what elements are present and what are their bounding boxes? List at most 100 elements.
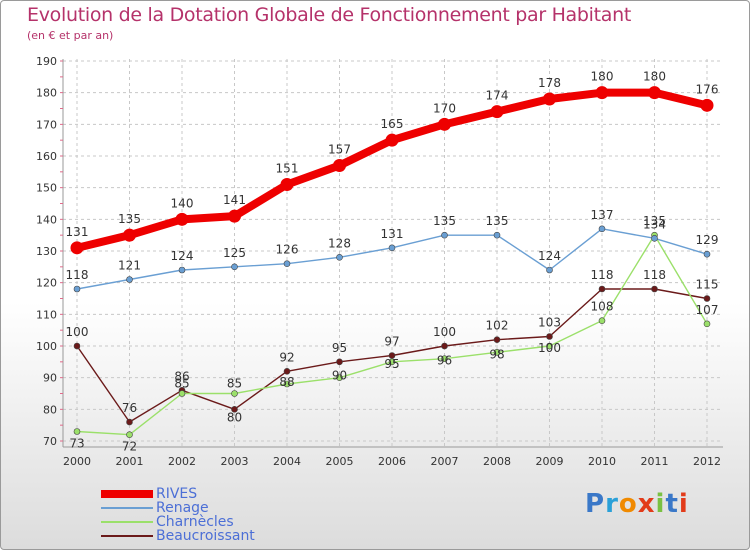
data-point	[546, 333, 553, 340]
data-point	[70, 241, 84, 255]
data-label: 135	[433, 214, 456, 228]
data-label: 100	[433, 325, 456, 339]
data-label: 151	[276, 162, 299, 176]
data-point	[336, 374, 343, 381]
x-tick-label: 2002	[168, 455, 196, 468]
y-tick-label: 160	[36, 150, 57, 163]
data-point	[651, 235, 658, 242]
data-label: 157	[328, 143, 351, 157]
data-label: 176	[696, 82, 719, 96]
x-tick-label: 2012	[693, 455, 721, 468]
data-point	[73, 285, 81, 293]
data-point	[546, 342, 553, 350]
chart-title: Evolution de la Dotation Globale de Fonc…	[27, 4, 632, 26]
data-point	[438, 117, 451, 131]
data-label: 126	[276, 243, 299, 257]
data-point	[543, 92, 556, 106]
logo-letter: i	[655, 489, 666, 519]
legend-swatch	[101, 535, 153, 537]
data-point	[493, 231, 501, 239]
data-point	[546, 266, 553, 274]
data-label: 135	[118, 212, 141, 226]
legend-item: RIVES	[101, 486, 401, 502]
logo-letter: x	[637, 489, 656, 519]
legend-label: Charnècles	[156, 514, 234, 530]
data-point	[280, 178, 294, 191]
data-label: 137	[591, 208, 614, 222]
x-tick-label: 2007	[431, 455, 459, 468]
legend-swatch	[101, 507, 153, 509]
data-point	[493, 336, 501, 343]
data-label: 131	[66, 225, 89, 239]
data-point	[700, 98, 714, 112]
data-label: 124	[171, 249, 194, 263]
y-tick-label: 170	[36, 118, 57, 131]
data-label: 107	[696, 303, 719, 317]
x-tick-label: 2003	[221, 455, 249, 468]
data-point	[228, 209, 241, 223]
data-label: 118	[66, 268, 89, 282]
data-label: 76	[122, 401, 137, 415]
x-tick-label: 2006	[378, 455, 406, 468]
data-point	[336, 358, 343, 366]
logo-letter: P	[585, 489, 606, 519]
data-label: 97	[384, 335, 399, 349]
chart-legend: RIVES Renage Charnècles Beaucroissant	[101, 486, 401, 544]
y-tick-label: 130	[36, 245, 57, 258]
data-point	[493, 349, 501, 356]
data-label: 100	[538, 341, 561, 355]
y-tick-label: 140	[36, 213, 57, 226]
data-label: 88	[279, 375, 294, 389]
data-label: 125	[223, 246, 246, 260]
chart-subtitle: (en € et par an)	[27, 29, 114, 42]
data-point	[175, 212, 189, 226]
x-tick-label: 2001	[116, 455, 144, 468]
data-label: 140	[171, 196, 194, 210]
logo-letter: i	[678, 489, 689, 519]
data-label: 180	[643, 70, 666, 84]
data-label: 92	[279, 350, 294, 364]
data-label: 170	[433, 101, 456, 115]
data-point	[598, 285, 606, 293]
data-label: 141	[223, 193, 246, 207]
data-point	[388, 352, 396, 359]
data-label: 102	[486, 319, 509, 333]
data-label: 165	[381, 117, 404, 131]
x-tick-label: 2011	[641, 455, 669, 468]
data-label: 180	[591, 70, 614, 84]
data-point	[283, 260, 291, 267]
data-point	[126, 431, 133, 438]
data-point	[123, 228, 136, 242]
data-label: 124	[538, 249, 561, 263]
data-point	[388, 244, 396, 252]
data-label: 174	[486, 89, 509, 103]
data-point	[333, 159, 346, 172]
data-label: 86	[174, 369, 189, 383]
data-label: 73	[69, 437, 84, 451]
data-point	[231, 406, 238, 413]
data-point	[441, 231, 448, 239]
y-tick-label: 70	[43, 435, 57, 448]
data-point	[388, 358, 396, 366]
data-label: 103	[538, 316, 561, 330]
y-tick-label: 90	[43, 372, 57, 385]
data-label: 85	[227, 377, 242, 391]
data-label: 135	[486, 214, 509, 228]
legend-swatch	[101, 521, 153, 523]
x-tick-label: 2009	[536, 455, 564, 468]
data-label: 118	[643, 268, 666, 282]
data-label: 128	[328, 236, 351, 250]
data-point	[283, 368, 291, 375]
data-label: 90	[332, 369, 347, 383]
legend-item: Renage	[101, 500, 401, 516]
y-tick-label: 180	[36, 87, 57, 100]
legend-label: Renage	[156, 500, 209, 516]
data-point	[441, 355, 448, 362]
data-point	[178, 266, 186, 274]
y-tick-label: 150	[36, 182, 57, 195]
data-point	[441, 342, 448, 350]
x-tick-label: 2000	[63, 455, 91, 468]
legend-label: RIVES	[156, 486, 198, 502]
